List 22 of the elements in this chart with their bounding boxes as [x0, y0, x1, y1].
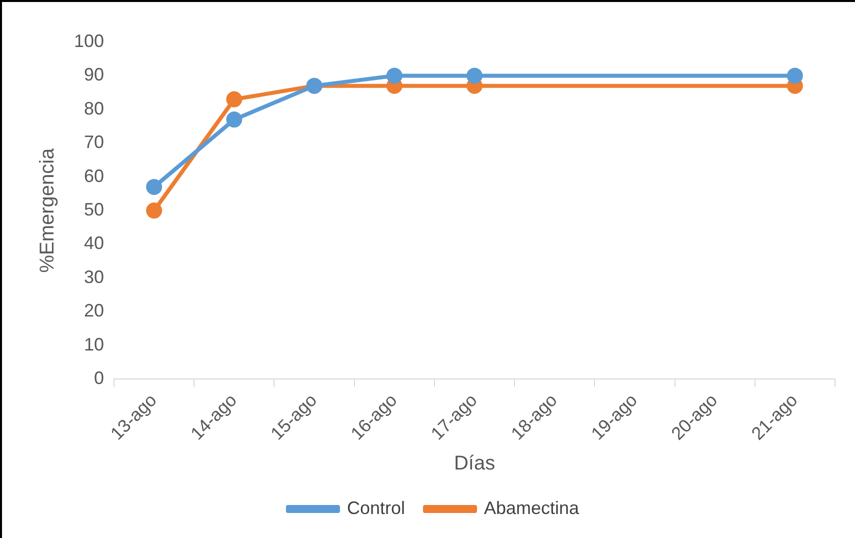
x-axis-title: Días [454, 452, 496, 475]
point [226, 112, 242, 128]
y-tick-label: 0 [94, 368, 104, 388]
y-axis-title: %Emergencia [36, 147, 59, 273]
legend-label: Abamectina [484, 498, 580, 518]
y-tick-label: 80 [84, 98, 104, 118]
y-tick-label: 40 [84, 233, 104, 254]
point [146, 202, 162, 219]
y-tick-label: 50 [84, 200, 104, 220]
y-tick-label: 30 [84, 266, 104, 287]
point [786, 68, 803, 84]
point [466, 68, 483, 84]
y-tick-label: 20 [84, 300, 104, 321]
y-tick-label: 10 [84, 334, 104, 354]
point [146, 178, 162, 195]
point [386, 68, 402, 84]
y-tick-label: 60 [84, 166, 104, 186]
legend-label: Control [346, 498, 405, 518]
y-tick-label: 70 [84, 132, 104, 152]
point [226, 91, 242, 108]
y-tick-label: 100 [74, 30, 104, 51]
y-tick-label: 90 [84, 64, 104, 85]
